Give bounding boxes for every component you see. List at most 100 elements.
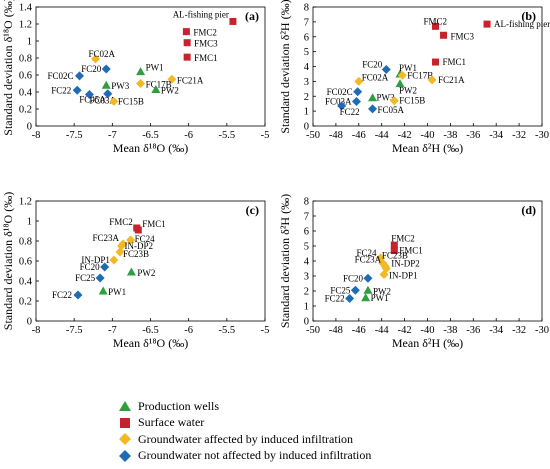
data-point bbox=[381, 64, 391, 74]
x-tick-label: -32 bbox=[512, 130, 526, 141]
data-point bbox=[345, 294, 355, 303]
data-point bbox=[395, 79, 405, 88]
data-point bbox=[167, 74, 177, 84]
x-tick-label: -8 bbox=[32, 325, 41, 336]
x-axis-label: Mean δ²H (‰) bbox=[392, 336, 463, 350]
data-point bbox=[84, 90, 94, 100]
data-label: FC05A bbox=[378, 105, 405, 115]
x-tick-label: -7.5 bbox=[66, 325, 83, 336]
data-label: PW1 bbox=[108, 287, 126, 297]
diamond-marker-icon bbox=[119, 433, 131, 446]
chart-panel: -8 -7.5 -7 -6.5 -6 -5.5 -5 0 0.2 0.4 0.6 0.8 1 1.2 Mea… bbox=[1, 192, 269, 350]
legend-label: Surface water bbox=[138, 415, 205, 430]
data-label: FC03A bbox=[89, 96, 116, 106]
y-tick-label: 0 bbox=[27, 317, 32, 328]
chart-panel: -8 -7.5 -7 -6.5 -6 -5.5 -5 0 0.2 0.4 0.6 0.8 1 1.2 1.4… bbox=[1, 0, 269, 155]
data-label: FMC1 bbox=[194, 53, 218, 63]
data-point bbox=[368, 104, 378, 114]
y-tick-label: 6 bbox=[304, 227, 309, 238]
data-label: FMC1 bbox=[142, 219, 166, 229]
data-label: PW1 bbox=[399, 63, 417, 73]
square-marker-icon bbox=[120, 417, 130, 428]
data-label: PW2 bbox=[161, 85, 179, 95]
diamond-marker-icon bbox=[119, 449, 131, 462]
data-point bbox=[126, 235, 136, 245]
data-label: FC24 bbox=[357, 248, 378, 258]
y-tick-label: 4 bbox=[304, 62, 310, 73]
data-point bbox=[109, 255, 119, 265]
data-label: FC22 bbox=[325, 294, 345, 304]
data-point bbox=[100, 262, 110, 272]
data-label: IN-DP2 bbox=[124, 241, 153, 251]
data-label: FC02C bbox=[47, 71, 73, 81]
x-tick-label: -48 bbox=[329, 130, 343, 141]
data-point bbox=[379, 270, 389, 279]
x-tick-label: -7.5 bbox=[66, 130, 83, 141]
data-point bbox=[352, 96, 362, 106]
data-label: FC20 bbox=[362, 59, 383, 69]
x-tick-label: -46 bbox=[352, 325, 366, 336]
x-tick-label: -46 bbox=[352, 130, 366, 141]
data-point bbox=[397, 70, 407, 80]
legend-item-production: Production wells bbox=[118, 398, 371, 415]
data-label: FC22 bbox=[340, 107, 360, 117]
data-point bbox=[390, 241, 398, 249]
data-point bbox=[115, 247, 125, 257]
y-tick-label: 0.2 bbox=[19, 105, 32, 116]
data-point bbox=[432, 22, 440, 30]
y-tick-label: 8 bbox=[304, 3, 309, 14]
legend-label: Groundwater affected by induced infiltra… bbox=[138, 431, 354, 446]
data-point bbox=[134, 226, 142, 234]
x-tick-label: -34 bbox=[489, 130, 504, 141]
data-point bbox=[363, 285, 373, 294]
data-point bbox=[91, 54, 101, 64]
data-point bbox=[353, 87, 363, 97]
data-point bbox=[101, 64, 111, 74]
y-tick-label: 0.8 bbox=[19, 54, 32, 65]
y-axis-label: Standard deviation δ²H (‰) bbox=[278, 194, 292, 328]
legend-label: Groundwater not affected by induced infi… bbox=[138, 448, 372, 463]
data-point bbox=[427, 75, 437, 85]
x-axis-label: Mean δ¹⁸O (‰) bbox=[113, 141, 188, 155]
data-point bbox=[126, 267, 136, 276]
data-point bbox=[182, 28, 190, 36]
data-point bbox=[95, 273, 105, 283]
y-tick-label: 5 bbox=[304, 242, 309, 253]
legend-item-affected: Groundwater affected by induced infiltra… bbox=[118, 431, 371, 448]
x-tick-label: -44 bbox=[375, 130, 390, 141]
data-label: FMC2 bbox=[109, 217, 133, 227]
data-label: PW1 bbox=[371, 293, 389, 303]
data-label: PW3 bbox=[377, 93, 396, 103]
y-tick-label: 1 bbox=[304, 302, 309, 313]
data-label: FC17B bbox=[407, 70, 433, 80]
y-tick-label: 1 bbox=[27, 37, 32, 48]
panel-label: (c) bbox=[246, 203, 259, 217]
y-tick-label: 0.2 bbox=[19, 297, 32, 308]
x-axis-label: Mean δ¹⁸O (‰) bbox=[113, 336, 188, 350]
data-point bbox=[337, 101, 347, 111]
legend-label: Production wells bbox=[138, 398, 219, 413]
triangle-marker-icon bbox=[119, 401, 131, 412]
x-tick-label: -5.5 bbox=[219, 130, 236, 141]
data-label: IN-DP2 bbox=[391, 259, 420, 269]
panel-label: (d) bbox=[521, 203, 536, 217]
y-tick-label: 0.6 bbox=[19, 257, 32, 268]
y-tick-label: 1.2 bbox=[19, 197, 32, 208]
data-point bbox=[354, 76, 364, 86]
data-label: FC21A bbox=[438, 75, 465, 85]
y-axis-label: Standard deviation δ¹⁸O (‰) bbox=[1, 0, 15, 136]
data-label: FC23A bbox=[93, 233, 120, 243]
y-tick-label: 0.8 bbox=[19, 237, 32, 248]
y-tick-label: 7 bbox=[304, 17, 309, 28]
data-point bbox=[350, 285, 360, 295]
y-axis-label: Standard deviation δ²H (‰) bbox=[278, 0, 292, 134]
panel-label: (b) bbox=[521, 9, 536, 23]
x-tick-label: -6.5 bbox=[142, 325, 159, 336]
y-tick-label: 3 bbox=[304, 272, 309, 283]
data-label: FMC1 bbox=[443, 57, 467, 67]
y-tick-label: 2 bbox=[304, 92, 309, 103]
data-label: PW2 bbox=[373, 286, 391, 296]
data-label: FMC1 bbox=[399, 246, 423, 256]
y-tick-label: 0.4 bbox=[19, 88, 33, 99]
